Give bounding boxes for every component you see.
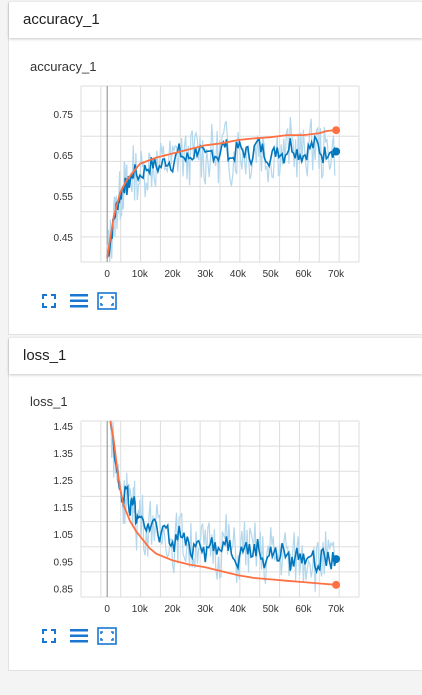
y-tick-label: 0.95	[54, 557, 74, 568]
smoothed-series-line	[106, 129, 337, 259]
scalar-card-accuracy: accuracy_1 accuracy_1 0.45 0.55 0.65 0.75 0 1…	[8, 2, 422, 335]
x-tick-label: 40k	[230, 604, 247, 615]
raw-noise-line	[106, 117, 336, 263]
fit-expand-icon	[42, 629, 56, 643]
grid	[80, 85, 360, 263]
y-tick-label: 1.25	[54, 476, 74, 487]
chart-title: loss_1	[30, 394, 68, 409]
toggle-log-button[interactable]	[69, 626, 89, 646]
smoothed-endpoint	[332, 580, 341, 589]
x-tick-label: 20k	[165, 269, 182, 280]
fit-domain-icon	[97, 627, 117, 645]
smoothed-series-line	[109, 420, 337, 586]
toggle-log-icon	[70, 629, 88, 643]
raw-endpoint	[332, 147, 341, 156]
fit-domain-button[interactable]	[97, 291, 117, 311]
y-tick-label: 0.45	[54, 233, 74, 244]
chart-toolbar	[39, 291, 139, 311]
y-tick-label: 1.15	[54, 503, 74, 514]
card-header-title: accuracy_1	[23, 11, 100, 28]
x-tick-label: 60k	[295, 604, 312, 615]
y-tick-label: 0.55	[54, 192, 74, 203]
x-tick-label: 30k	[197, 269, 214, 280]
x-tick-label: 30k	[197, 604, 214, 615]
scalar-card-loss: loss_1 loss_1 0.85 0.95 1.05 1.15 1.25 1.35 1.…	[8, 338, 422, 671]
y-tick-label: 0.75	[54, 110, 74, 121]
smoothed-endpoint	[332, 126, 341, 135]
x-tick-label: 70k	[328, 604, 345, 615]
y-tick-label: 0.65	[54, 151, 74, 162]
y-tick-label: 1.35	[54, 449, 74, 460]
chart-title: accuracy_1	[30, 59, 97, 74]
x-tick-label: 40k	[230, 269, 247, 280]
x-tick-label: 50k	[263, 604, 280, 615]
y-tick-label: 1.05	[54, 530, 74, 541]
raw-series-line	[109, 420, 337, 575]
raw-series-line	[106, 134, 337, 259]
x-tick-label: 70k	[328, 269, 345, 280]
fit-domain-button[interactable]	[97, 626, 117, 646]
loss-chart[interactable]: 0.85 0.95 1.05 1.15 1.25 1.35 1.45 0 10k 20k 30k 40…	[9, 415, 422, 625]
card-header-title: loss_1	[23, 347, 67, 364]
x-tick-label: 20k	[165, 604, 182, 615]
fit-expand-icon	[42, 294, 56, 308]
x-tick-label: 50k	[263, 269, 280, 280]
y-tick-label: 0.85	[54, 584, 74, 595]
card-header[interactable]: loss_1	[9, 338, 422, 374]
toggle-log-button[interactable]	[69, 291, 89, 311]
fit-expand-button[interactable]	[39, 626, 59, 646]
card-header[interactable]: accuracy_1	[9, 2, 422, 38]
x-tick-label: 10k	[132, 269, 149, 280]
x-tick-label: 60k	[295, 269, 312, 280]
x-tick-label: 10k	[132, 604, 149, 615]
x-tick-label: 0	[104, 269, 110, 280]
toggle-log-icon	[70, 294, 88, 308]
fit-expand-button[interactable]	[39, 291, 59, 311]
fit-domain-icon	[97, 292, 117, 310]
y-tick-label: 1.45	[54, 422, 74, 433]
accuracy-chart[interactable]: 0.45 0.55 0.65 0.75 0 10k 20k 30k 40k 50k 60k 70k	[9, 80, 422, 290]
chart-toolbar	[39, 626, 139, 646]
x-tick-label: 0	[104, 604, 110, 615]
raw-endpoint	[332, 555, 341, 564]
